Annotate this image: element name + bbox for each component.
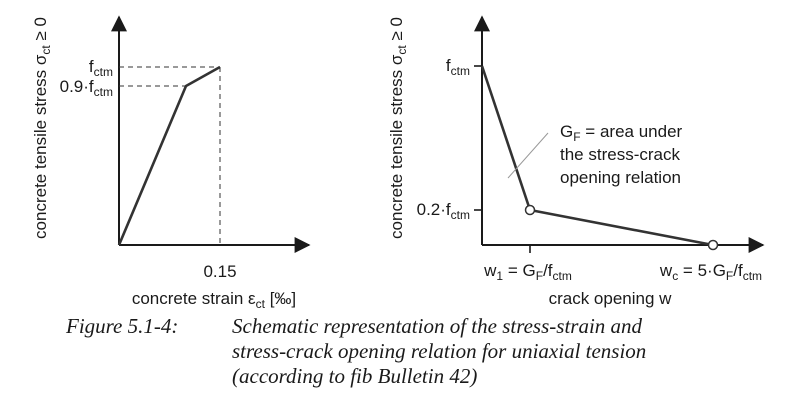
wc-tick-label: wc = 5·GF/fctm [659, 261, 762, 283]
caption-label: Figure 5.1-4: [66, 314, 179, 338]
caption-line-3: (according to fib Bulletin 42) [232, 364, 478, 388]
caption-line-2: stress-crack opening relation for uniaxi… [232, 339, 647, 363]
annotation-line-2: the stress-crack [560, 145, 680, 164]
annotation-line-3: opening relation [560, 168, 681, 187]
left-x-tick-label: 0.15 [203, 262, 236, 281]
right-y-axis-label: concrete tensile stress σct ≥ 0 [387, 17, 409, 239]
caption-text: Schematic representation of the stress-s… [232, 314, 792, 389]
knee-point-marker [524, 204, 536, 216]
caption-line-1: Schematic representation of the stress-s… [232, 314, 643, 338]
wc-point-marker [707, 239, 719, 251]
left-x-axis-label: concrete strain εct [‰] [132, 289, 296, 311]
stress-crack-diagram: fctm 0.2·fctm GF = area under the stress… [387, 15, 765, 308]
w1-tick-label: w1 = GF/fctm [483, 261, 572, 283]
left-knee-label: 0.9·fctm [60, 77, 113, 99]
stress-strain-diagram: fctm 0.9·fctm 0.15 concrete strain εct [… [31, 15, 311, 311]
annotation-line-1: GF = area under [560, 122, 683, 144]
left-y-axis-label: concrete tensile stress σct ≥ 0 [31, 17, 53, 239]
right-peak-label: fctm [446, 56, 470, 78]
stress-strain-curve [117, 65, 221, 246]
right-x-axis-label: crack opening w [549, 289, 673, 308]
left-peak-label: fctm [89, 57, 113, 79]
annotation-leader-line [507, 132, 549, 179]
right-knee-label: 0.2·fctm [417, 200, 470, 222]
